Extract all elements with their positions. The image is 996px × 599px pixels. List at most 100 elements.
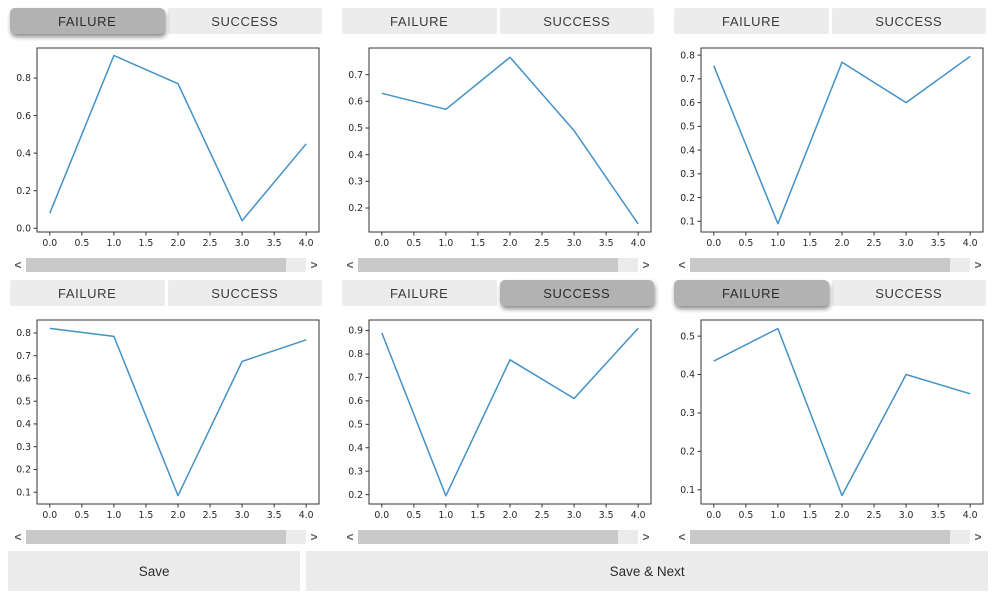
success-button[interactable]: SUCCESS (167, 8, 322, 34)
scroll-right-icon[interactable]: > (642, 257, 650, 272)
line-chart-svg: 0.0 0.2 0.4 0.6 0.8 0.0 0.5 1.0 1.5 2.0 2.5 3.0 3.5 4… (16, 47, 320, 249)
failure-button[interactable]: FAILURE (342, 8, 497, 34)
svg-text:0.5: 0.5 (406, 238, 421, 249)
svg-text:0.3: 0.3 (348, 466, 363, 477)
sample-panel-6: FAILURE SUCCESS 0.1 0.2 0.3 0.4 0.5 0.0 0.5 1.0… (664, 272, 996, 544)
scrollbar-track[interactable] (358, 257, 638, 272)
failure-button[interactable]: FAILURE (10, 8, 165, 34)
svg-text:2.0: 2.0 (171, 510, 186, 521)
sample-panel-2: FAILURE SUCCESS 0.2 0.3 0.4 0.5 0.6 0.7 0.0 0.5… (332, 0, 664, 272)
svg-text:0.2: 0.2 (16, 465, 31, 476)
scroll-left-icon[interactable]: < (14, 257, 22, 272)
horizontal-scrollbar[interactable]: < > (342, 529, 654, 544)
scroll-right-icon[interactable]: > (974, 257, 982, 272)
svg-text:0.5: 0.5 (348, 123, 363, 134)
svg-text:2.5: 2.5 (867, 238, 882, 249)
svg-text:0.5: 0.5 (738, 510, 753, 521)
horizontal-scrollbar[interactable]: < > (10, 529, 322, 544)
save-next-button[interactable]: Save & Next (306, 551, 988, 591)
svg-text:0.2: 0.2 (16, 186, 31, 197)
scrollbar-track[interactable] (26, 257, 306, 272)
svg-text:1.0: 1.0 (107, 510, 122, 521)
svg-text:0.4: 0.4 (16, 148, 31, 159)
svg-text:2.5: 2.5 (535, 238, 550, 249)
svg-text:0.6: 0.6 (680, 98, 695, 109)
scrollbar-track[interactable] (690, 529, 970, 544)
svg-text:3.5: 3.5 (599, 238, 614, 249)
svg-text:0.0: 0.0 (42, 510, 57, 521)
svg-text:0.5: 0.5 (74, 238, 89, 249)
scroll-left-icon[interactable]: < (346, 529, 354, 544)
scrollbar-track[interactable] (358, 529, 638, 544)
svg-text:0.1: 0.1 (680, 485, 695, 496)
success-button[interactable]: SUCCESS (499, 8, 654, 34)
scroll-left-icon[interactable]: < (346, 257, 354, 272)
svg-text:3.5: 3.5 (267, 510, 282, 521)
svg-text:0.4: 0.4 (680, 370, 695, 381)
failure-button[interactable]: FAILURE (674, 280, 829, 306)
svg-text:4.0: 4.0 (299, 510, 314, 521)
scrollbar-thumb[interactable] (358, 257, 619, 272)
failure-button[interactable]: FAILURE (342, 280, 497, 306)
svg-text:0.8: 0.8 (348, 349, 363, 360)
horizontal-scrollbar[interactable]: < > (342, 257, 654, 272)
label-toggle-group: FAILURE SUCCESS (674, 8, 986, 34)
failure-button[interactable]: FAILURE (10, 280, 165, 306)
scrollbar-thumb[interactable] (26, 529, 287, 544)
horizontal-scrollbar[interactable]: < > (674, 529, 986, 544)
scroll-left-icon[interactable]: < (14, 529, 22, 544)
success-button[interactable]: SUCCESS (831, 280, 986, 306)
scroll-right-icon[interactable]: > (974, 529, 982, 544)
scrollbar-track[interactable] (690, 257, 970, 272)
svg-text:0.8: 0.8 (16, 73, 31, 84)
svg-text:1.5: 1.5 (471, 238, 486, 249)
svg-text:0.2: 0.2 (348, 203, 363, 214)
svg-text:3.0: 3.0 (899, 238, 914, 249)
svg-text:0.5: 0.5 (738, 238, 753, 249)
failure-button[interactable]: FAILURE (674, 8, 829, 34)
svg-text:1.0: 1.0 (107, 238, 122, 249)
success-button[interactable]: SUCCESS (167, 280, 322, 306)
horizontal-scrollbar[interactable]: < > (674, 257, 986, 272)
save-button[interactable]: Save (8, 551, 301, 591)
line-chart-svg: 0.1 0.2 0.3 0.4 0.5 0.6 0.7 0.8 0.0 0.5 1.0 1.5 2.0 2… (16, 319, 320, 521)
svg-text:1.5: 1.5 (803, 238, 818, 249)
svg-text:4.0: 4.0 (631, 238, 646, 249)
horizontal-scrollbar[interactable]: < > (10, 257, 322, 272)
success-button[interactable]: SUCCESS (499, 280, 654, 306)
svg-text:0.0: 0.0 (374, 238, 389, 249)
svg-text:3.5: 3.5 (931, 510, 946, 521)
sample-panel-3: FAILURE SUCCESS 0.1 0.2 0.3 0.4 0.5 0.6 0.7 0.8… (664, 0, 996, 272)
svg-text:0.5: 0.5 (348, 420, 363, 431)
svg-text:3.5: 3.5 (931, 238, 946, 249)
scrollbar-thumb[interactable] (358, 529, 619, 544)
svg-text:3.5: 3.5 (267, 238, 282, 249)
svg-text:0.5: 0.5 (406, 510, 421, 521)
scroll-right-icon[interactable]: > (642, 529, 650, 544)
svg-text:0.1: 0.1 (16, 487, 31, 498)
line-chart-svg: 0.1 0.2 0.3 0.4 0.5 0.0 0.5 1.0 1.5 2.0 2.5 3.0 3.5 4… (680, 319, 984, 521)
svg-text:0.8: 0.8 (16, 328, 31, 339)
svg-text:3.0: 3.0 (899, 510, 914, 521)
scrollbar-thumb[interactable] (26, 257, 287, 272)
sample-panel-5: FAILURE SUCCESS 0.2 0.3 0.4 0.5 0.6 0.7 0.8 0.9… (332, 272, 664, 544)
svg-text:0.7: 0.7 (348, 70, 363, 81)
svg-text:0.6: 0.6 (348, 97, 363, 108)
label-toggle-group: FAILURE SUCCESS (342, 280, 654, 306)
scroll-right-icon[interactable]: > (310, 529, 318, 544)
svg-text:0.8: 0.8 (680, 50, 695, 61)
svg-text:0.5: 0.5 (74, 510, 89, 521)
scrollbar-thumb[interactable] (690, 529, 951, 544)
scrollbar-track[interactable] (26, 529, 306, 544)
svg-text:0.4: 0.4 (680, 145, 695, 156)
scroll-left-icon[interactable]: < (678, 257, 686, 272)
scrollbar-thumb[interactable] (690, 257, 951, 272)
success-button[interactable]: SUCCESS (831, 8, 986, 34)
sample-panel-4: FAILURE SUCCESS 0.1 0.2 0.3 0.4 0.5 0.6 0.7 0.8… (0, 272, 332, 544)
line-chart: 0.1 0.2 0.3 0.4 0.5 0.6 0.7 0.8 0.0 0.5 1.0 1.5 2.0 2… (10, 314, 322, 526)
scroll-left-icon[interactable]: < (678, 529, 686, 544)
svg-text:1.0: 1.0 (439, 238, 454, 249)
scroll-right-icon[interactable]: > (310, 257, 318, 272)
sample-panel-1: FAILURE SUCCESS 0.0 0.2 0.4 0.6 0.8 0.0 0.5 1.0… (0, 0, 332, 272)
svg-text:2.5: 2.5 (867, 510, 882, 521)
